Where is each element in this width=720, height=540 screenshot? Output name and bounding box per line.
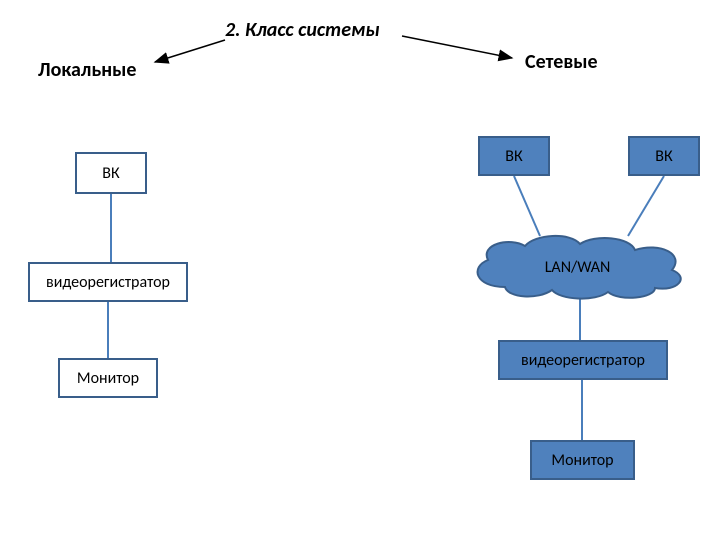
cloud-lan-wan: LAN/WAN <box>460 232 695 302</box>
label-local: Локальные <box>38 58 136 82</box>
box-network-dvr: видеорегистратор <box>498 340 668 380</box>
line-net-vk2-cloud <box>628 176 664 236</box>
arrow-to-local <box>155 40 225 62</box>
box-network-vk2: ВК <box>628 136 700 176</box>
arrow-to-network <box>402 36 512 58</box>
box-network-vk1: ВК <box>478 136 550 176</box>
box-local-dvr: видеорегистратор <box>28 262 188 302</box>
cloud-label: LAN/WAN <box>545 258 611 277</box>
line-net-vk1-cloud <box>514 176 540 236</box>
diagram-title: 2. Класс системы <box>225 18 380 42</box>
label-network: Сетевые <box>525 50 598 74</box>
box-network-monitor: Монитор <box>530 440 635 480</box>
box-local-monitor: Монитор <box>58 358 158 398</box>
box-local-vk: ВК <box>75 152 147 194</box>
